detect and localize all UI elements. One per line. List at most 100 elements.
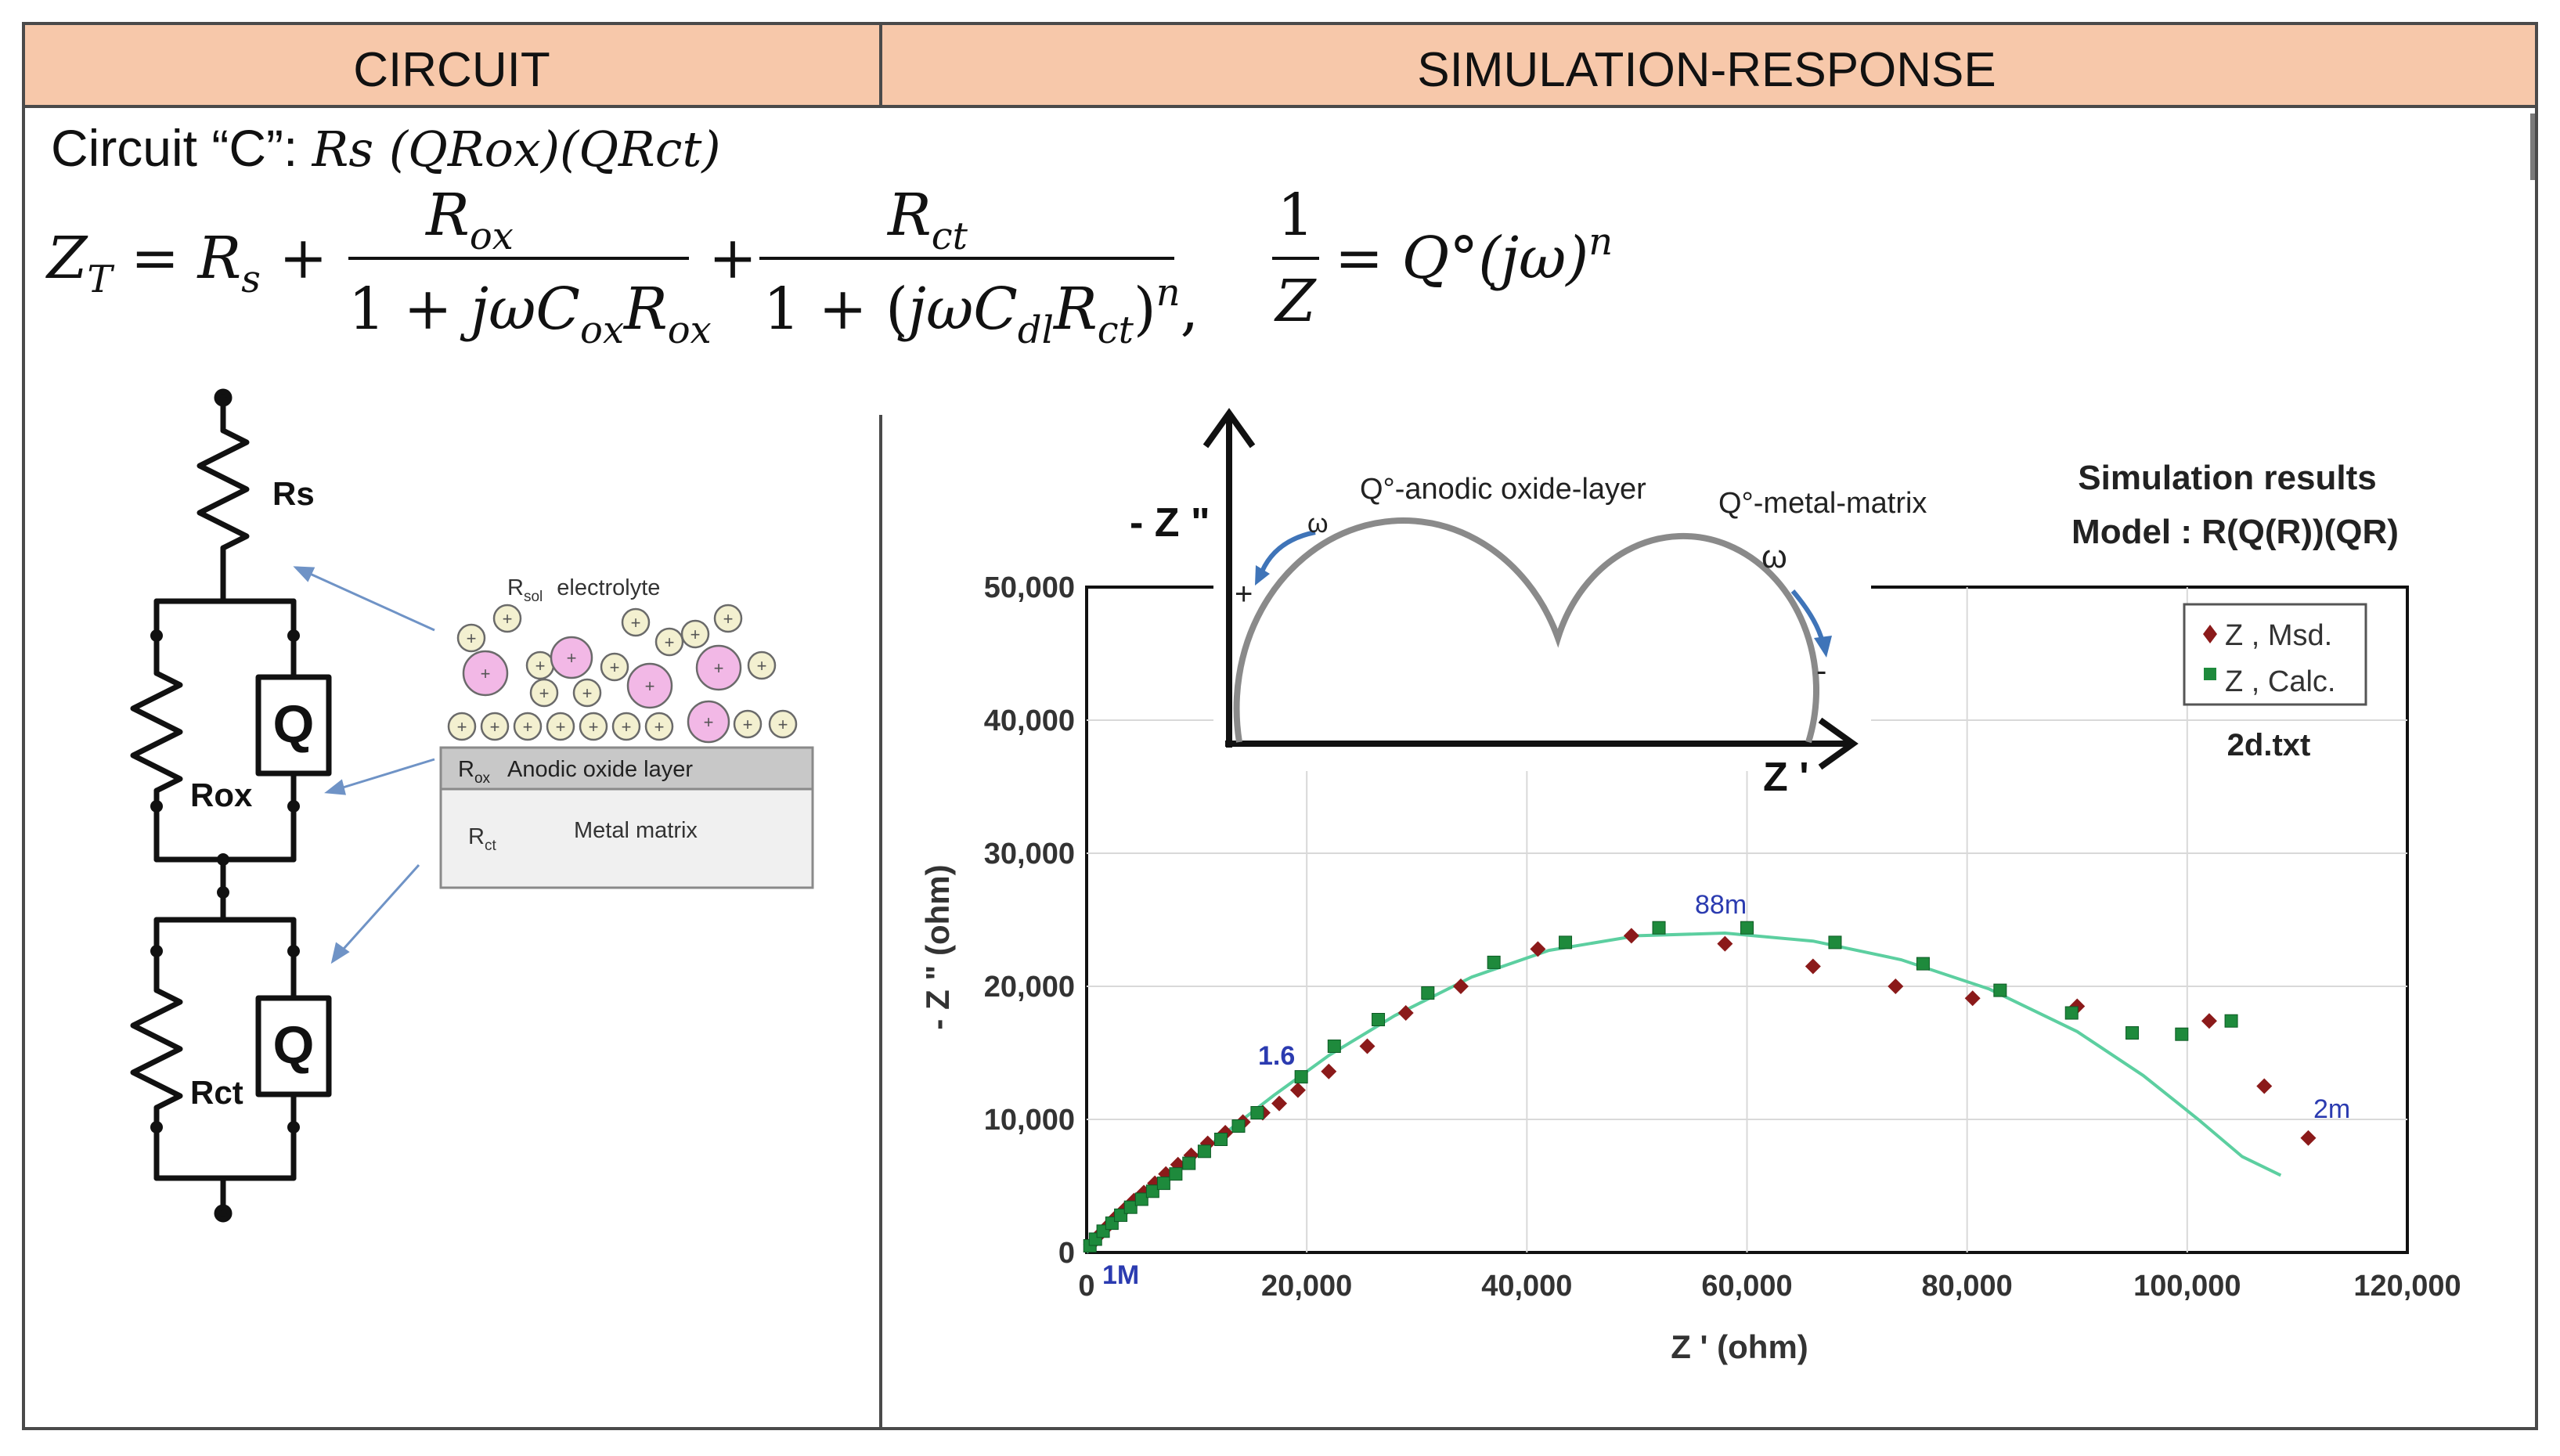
- inset-metal-label: Q°-metal-matrix: [1718, 487, 1927, 520]
- annotation-1-6: 1.6: [1258, 1041, 1295, 1071]
- measured-point: [1964, 990, 1981, 1007]
- electrolyte-particle: [480, 712, 510, 741]
- calculated-point: [1421, 986, 1435, 1000]
- legend: Z , Msd. Z , Calc. 2d.txt: [2183, 603, 2367, 762]
- electrolyte-particle: [492, 604, 522, 633]
- particle-charge: +: [539, 683, 550, 703]
- x-tick-label: 120,000: [2353, 1270, 2461, 1303]
- label-q1: Q: [273, 694, 315, 754]
- metal-label: Rct: [468, 824, 496, 854]
- calculated-point: [1250, 1106, 1264, 1119]
- svg-text:1: 1: [1277, 182, 1314, 249]
- particle-charge: +: [714, 658, 724, 678]
- electrolyte-particle: [456, 623, 486, 653]
- svg-text:+: +: [709, 225, 757, 292]
- particle-charge: +: [645, 676, 655, 696]
- electrolyte-particle: [513, 712, 543, 741]
- calculated-point: [1123, 1200, 1138, 1214]
- electrolyte-particle: [626, 662, 673, 709]
- calculated-point: [1916, 957, 1930, 971]
- header-right-title: SIMULATION-RESPONSE: [1417, 43, 1996, 97]
- particle-charge: +: [523, 717, 533, 737]
- electrolyte-particle: [687, 700, 730, 744]
- annotation-2m: 2m: [2313, 1094, 2350, 1124]
- measured-point: [1271, 1095, 1288, 1112]
- electrolyte-particle: [747, 651, 777, 680]
- electrolyte-particle: [462, 650, 509, 697]
- y-tick-label: 30,000: [984, 838, 1075, 870]
- particle-charge: +: [665, 632, 675, 652]
- resistor-rox: [130, 670, 183, 794]
- electrolyte-particle: [447, 712, 477, 741]
- particle-charge: +: [556, 717, 566, 737]
- particle-charge: +: [503, 609, 513, 629]
- inset-background: [1213, 403, 1871, 771]
- electrolyte-particles: +++ + + +++ ++++++ ++ + ++ + + + + + +: [447, 604, 798, 744]
- particle-charge: +: [743, 715, 753, 734]
- particle-charge: +: [778, 715, 788, 734]
- particle-charge: +: [757, 656, 767, 676]
- label-rox: Rox: [190, 777, 253, 813]
- calculated-point: [1740, 921, 1754, 935]
- measured-point: [2256, 1078, 2273, 1094]
- electrolyte-particle: [654, 627, 684, 657]
- electrolyte-particle: [550, 636, 593, 679]
- calculated-point: [1197, 1144, 1211, 1159]
- label-rct: Rct: [190, 1074, 243, 1111]
- data-marks: [1083, 921, 2317, 1252]
- electrolyte-label: Rsol electrolyte: [507, 575, 660, 605]
- annotation-1M: 1M: [1102, 1260, 1139, 1290]
- inset-omega-arrow-1: [1260, 530, 1316, 573]
- electrolyte-particle: [546, 712, 575, 741]
- measured-point: [1452, 978, 1469, 994]
- y-tick-label: 10,000: [984, 1104, 1075, 1137]
- electrolyte-particle: [529, 678, 559, 708]
- svg-text:1 + jωCoxRox: 1 + jωCoxRox: [348, 276, 712, 352]
- svg-text:= Q°(jω)n: = Q°(jω)n: [1335, 220, 1613, 292]
- calculated-point: [2175, 1027, 2189, 1041]
- circuit-label: Circuit “C”: Rs (QRox)(QRct): [51, 119, 721, 178]
- measured-point: [2300, 1130, 2317, 1146]
- calculated-point: [1828, 935, 1842, 950]
- inset-oxide-label: Q°-anodic oxide-layer: [1360, 473, 1646, 506]
- inset-impedance-arcs: [1233, 517, 1820, 744]
- terminal-bottom: [214, 1204, 233, 1223]
- calculated-point: [2064, 1006, 2079, 1020]
- calculated-point: [1134, 1192, 1148, 1206]
- calculated-point: [1993, 983, 2007, 997]
- calculated-point: [1114, 1208, 1128, 1222]
- particle-charge: +: [535, 656, 546, 676]
- axis-ticks: 0 20,000 40,000 60,000 80,000 100,000 120,000 0…: [984, 571, 2461, 1303]
- metal-matrix-label: Metal matrix: [574, 818, 698, 843]
- inset-y-arrowhead: [1202, 408, 1256, 449]
- measured-point: [1397, 1005, 1414, 1021]
- electrolyte-particle: [768, 709, 798, 739]
- electrolyte-particle: [621, 607, 651, 637]
- calculated-point: [1559, 935, 1573, 950]
- circuit-schematic: [130, 388, 332, 1223]
- svg-text:Z: Z: [1274, 268, 1317, 335]
- particle-charge: +: [723, 609, 734, 629]
- svg-text:1 + (jωCdlRct)n,: 1 + (jωCdlRct)n,: [763, 271, 1199, 352]
- calculated-point: [1169, 1167, 1183, 1181]
- particle-charge: +: [704, 712, 714, 732]
- measured-point: [1321, 1063, 1337, 1079]
- resistor-rs: [197, 427, 250, 551]
- calculated-point: [1182, 1156, 1196, 1170]
- circuit-junctions: [150, 629, 300, 1133]
- legend-calculated-label: Z , Calc.: [2225, 665, 2335, 698]
- particle-charge: +: [481, 664, 491, 683]
- x-tick-label: 40,000: [1481, 1270, 1572, 1303]
- label-rs: Rs: [272, 475, 315, 512]
- legend-box: [2183, 603, 2367, 706]
- inset-minus: -: [1816, 654, 1826, 688]
- x-tick-label: 60,000: [1701, 1270, 1792, 1303]
- oxide-label: Rox Anodic oxide layer: [458, 757, 693, 787]
- electrolyte-particle: [680, 619, 710, 649]
- oxide-layer: [439, 746, 814, 791]
- inset-x-arrowhead: [1818, 717, 1859, 770]
- calculated-point: [1145, 1184, 1159, 1198]
- particle-charge: +: [582, 683, 593, 703]
